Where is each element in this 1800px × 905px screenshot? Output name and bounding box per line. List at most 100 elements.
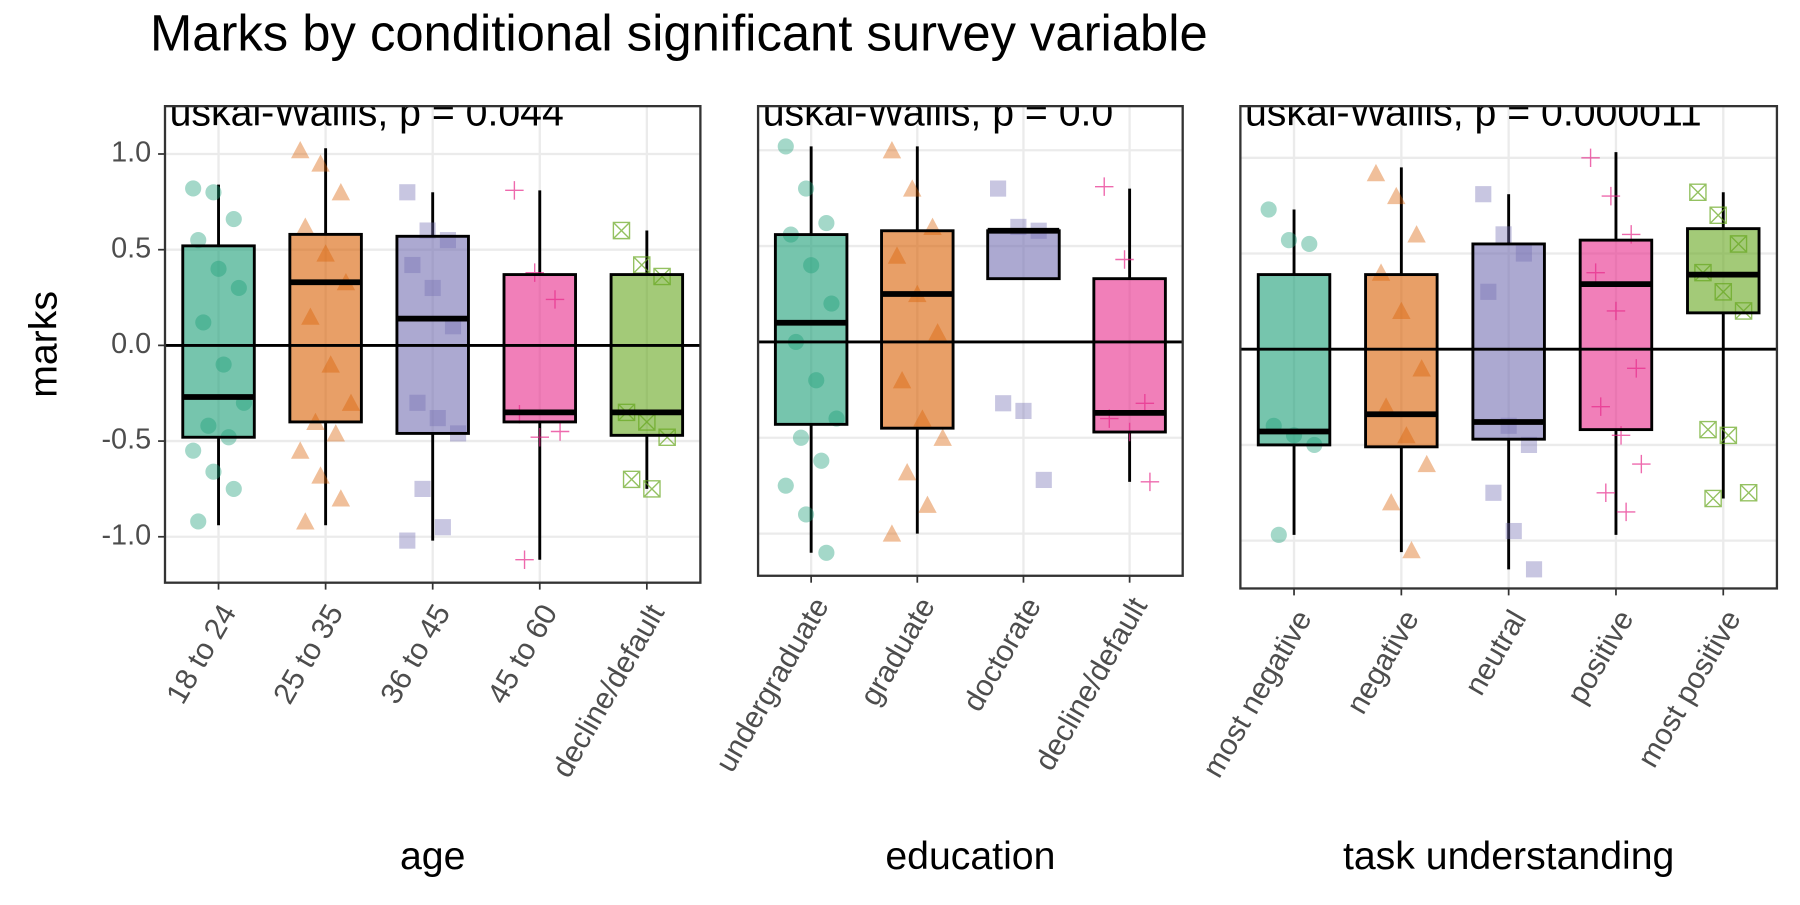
x-tick-label: positive <box>1561 605 1640 710</box>
x-axis-title: education <box>885 834 1055 878</box>
point <box>190 513 207 530</box>
point <box>1366 163 1386 182</box>
point <box>291 140 310 159</box>
x-tick-label: 18 to 24 <box>160 599 243 709</box>
point <box>1719 426 1738 445</box>
box <box>1578 238 1654 432</box>
y-tick-label: 0.5 <box>111 232 151 264</box>
x-tick-label: 25 to 35 <box>267 599 350 709</box>
y-tick-label: 1.0 <box>111 137 151 169</box>
point <box>1596 483 1616 502</box>
point <box>818 215 835 232</box>
point <box>1381 493 1401 511</box>
box <box>1686 227 1761 315</box>
box <box>181 244 256 439</box>
panel-border <box>756 105 1184 577</box>
point <box>1115 250 1134 269</box>
point <box>1402 540 1421 559</box>
y-tick-label: -0.5 <box>101 424 151 456</box>
point <box>882 524 902 542</box>
point <box>1495 226 1512 243</box>
y-axis-title: marks <box>22 291 66 398</box>
point <box>1475 186 1492 203</box>
point <box>882 141 902 159</box>
point <box>1140 472 1160 492</box>
point <box>933 428 952 446</box>
point <box>1485 484 1502 501</box>
point <box>1709 206 1727 225</box>
point <box>798 180 815 197</box>
box <box>288 232 363 424</box>
point <box>399 532 416 549</box>
point <box>792 429 810 446</box>
point <box>918 495 937 513</box>
box <box>773 233 849 426</box>
point <box>185 442 202 459</box>
point <box>1525 561 1543 578</box>
x-tick-label: doctorate <box>957 592 1048 717</box>
point <box>419 222 436 239</box>
annotation: uskal-Wallis, p = 0.0 <box>763 91 1114 135</box>
point <box>205 463 222 480</box>
point <box>1616 502 1636 522</box>
point <box>1699 420 1717 439</box>
point <box>1015 402 1032 420</box>
point <box>296 512 315 530</box>
x-tick-label: most negative <box>1197 605 1319 783</box>
point <box>331 183 351 201</box>
point <box>311 154 330 172</box>
box <box>502 273 577 424</box>
point <box>515 550 534 569</box>
point <box>1704 489 1722 508</box>
x-tick-label: 45 to 60 <box>481 599 564 709</box>
point <box>633 256 651 274</box>
x-tick-label: graduate <box>854 592 942 711</box>
point <box>291 441 310 459</box>
box <box>1364 273 1439 449</box>
box <box>1471 242 1546 441</box>
x-tick-label: decline/default <box>1029 592 1155 777</box>
x-axis-title: age <box>400 834 465 878</box>
point <box>399 184 416 201</box>
point <box>1387 186 1406 205</box>
point <box>818 544 835 561</box>
point <box>225 480 242 497</box>
panel: uskal-Wallis, p = 0.000011 <box>1240 106 1777 589</box>
panel: uskal-Wallis, p = 0.0 <box>758 91 1183 576</box>
annotation: uskal-Wallis, p = 0.044 <box>170 91 564 135</box>
point <box>185 180 202 197</box>
x-tick-label: neutral <box>1459 605 1533 701</box>
point <box>1417 454 1436 473</box>
chart-title: Marks by conditional significant survey … <box>150 4 1208 61</box>
point <box>326 424 345 442</box>
point <box>1260 201 1277 218</box>
point <box>813 452 830 469</box>
point <box>505 181 524 200</box>
point <box>311 466 330 484</box>
point <box>331 489 351 507</box>
box <box>1092 277 1167 434</box>
point <box>1095 177 1114 196</box>
x-tick-label: most positive <box>1632 605 1748 773</box>
panel-border <box>1239 104 1779 590</box>
point <box>777 477 794 494</box>
point <box>414 480 431 497</box>
point <box>622 470 641 489</box>
x-axis-title: task understanding <box>1343 834 1674 878</box>
point <box>205 184 222 201</box>
point <box>1689 183 1707 202</box>
x-tick-label: decline/default <box>546 598 672 783</box>
panel-border <box>163 105 702 584</box>
point <box>1280 232 1298 249</box>
point <box>903 179 922 197</box>
point <box>995 395 1012 412</box>
point <box>1301 235 1318 253</box>
box <box>609 273 685 437</box>
point <box>296 217 315 235</box>
point <box>990 180 1007 197</box>
point <box>190 232 207 249</box>
box <box>395 234 470 435</box>
point <box>1520 436 1538 453</box>
x-tick-label: 36 to 45 <box>374 599 457 709</box>
